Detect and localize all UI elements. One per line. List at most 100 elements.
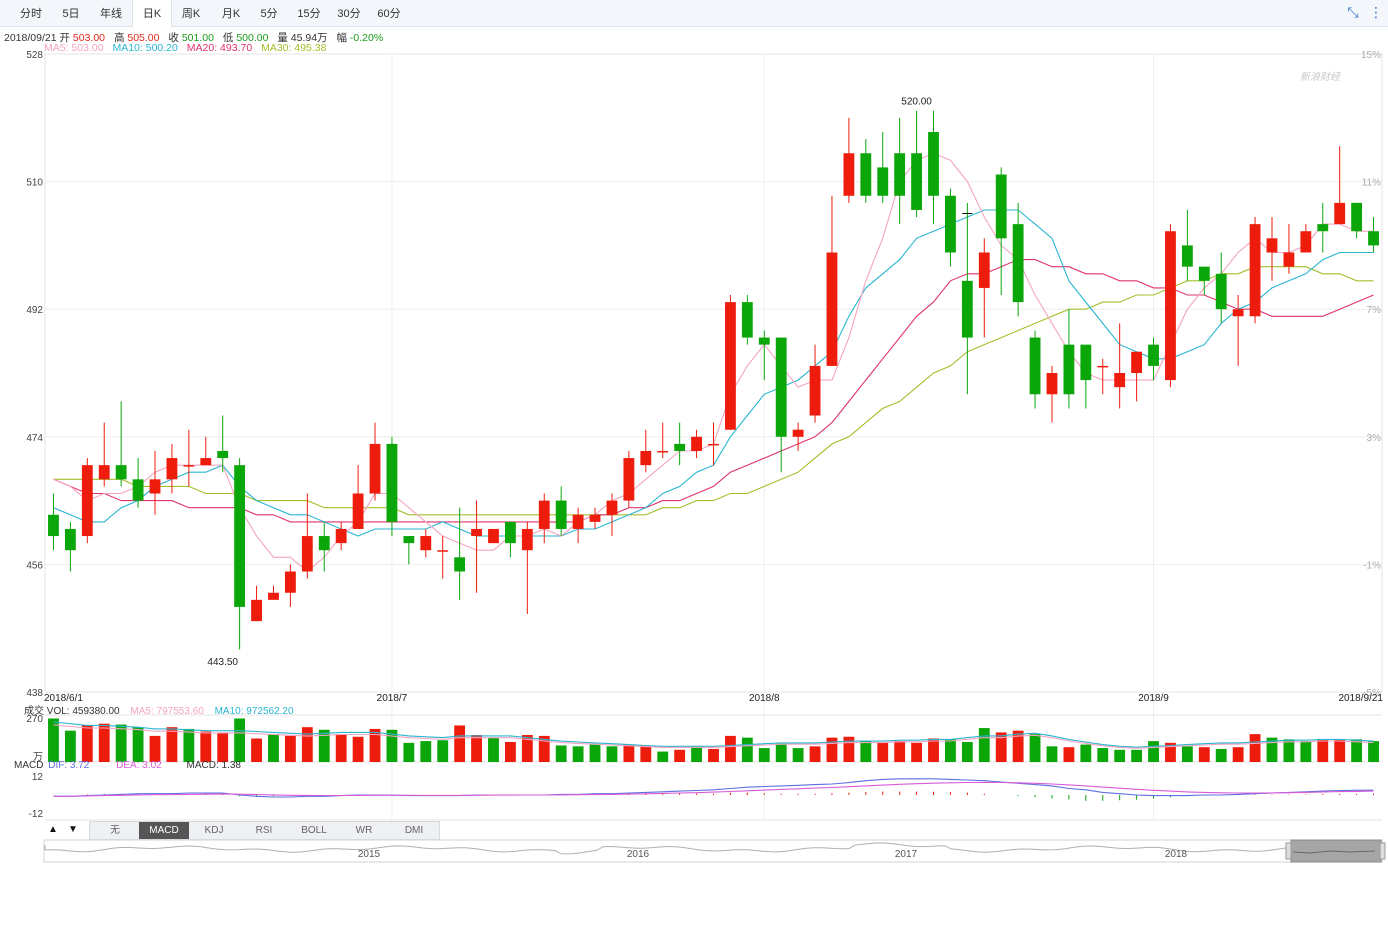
volume-ma5-line [53,724,1374,749]
volume-bar [928,738,939,762]
candle-body [1063,344,1075,395]
tab-6[interactable]: 5分 [260,8,278,20]
volume-bar [64,730,76,762]
candle-body [403,536,415,544]
min-price-label: 443.50 [207,657,238,668]
volume-bar [1114,749,1126,762]
volume-bar [318,729,330,762]
volume-ma5: MA5: 797553.60 [130,706,204,717]
x-tick-label: 2018/7 [377,693,408,704]
indicator-tab-0[interactable]: 无 [89,821,141,840]
indicator-tab-6[interactable]: DMI [389,821,440,840]
candle-body [725,302,736,430]
volume-ma10: MA10: 972562.20 [214,706,294,717]
ma20-legend: MA20: 493.70 [186,42,253,54]
macd-bottom-label: -12 [29,809,44,820]
candle-body [234,465,246,607]
volume-ma10-line [53,721,1374,748]
indicator-tab-1[interactable]: MACD [139,821,190,840]
volume-legend: 成交 VOL: 459380.00 MA5: 797553.60 MA10: 9… [24,702,294,717]
x-tick-label: 2018/6/1 [44,693,83,704]
candle-body [437,550,449,552]
volume-bar [792,748,804,762]
indicator-tab-2[interactable]: KDJ [189,821,240,840]
ma20-line [53,259,1374,523]
pct-tick-label: 7% [1367,305,1382,316]
candle-body [488,528,499,544]
candle-body [1283,252,1295,267]
ma30-line [53,266,1374,516]
tab-5[interactable]: 月K [221,8,241,20]
volume-bar [1181,746,1193,762]
volume-bar [284,735,296,762]
y-tick-label: 510 [26,178,43,189]
volume-bar [1046,746,1058,762]
open-label: 开 [59,32,70,44]
candle-body [268,592,279,600]
volume-bar [132,727,144,762]
tab-7[interactable]: 15分 [297,8,321,20]
tab-3[interactable]: 日K [132,0,172,27]
candle-body [826,252,838,366]
indicator-tab-3[interactable]: RSI [239,821,290,840]
volume-bar [1368,741,1379,762]
candle-body [149,479,161,494]
tab-4[interactable]: 周K [181,8,201,20]
tab-8[interactable]: 30分 [337,8,361,20]
watermark: 新浪财经 [1300,71,1341,83]
tab-2[interactable]: 年线 [100,8,122,20]
macd-legend: MACD DIF: 3.72 DEA: 3.02 MACD: 1.38 [14,760,241,771]
candle-body [115,465,127,480]
volume-bar [166,727,178,762]
candle-body [284,571,296,593]
volume-bar [98,723,110,762]
tab-0[interactable]: 分时 [20,8,42,20]
candle-body [1046,373,1058,395]
ma5-legend: MA5: 503.00 [44,42,104,54]
indicator-up-button[interactable]: ▲ [48,824,58,835]
volume-bar [1249,734,1261,762]
candle-body [200,458,212,466]
candle-body [1198,266,1210,281]
high-label: 高 [113,32,125,44]
candle-body [1368,231,1379,246]
ma30-legend: MA30: 495.38 [261,42,327,54]
candle-body [606,500,618,515]
price-frame [44,53,1383,693]
candle-body [1131,351,1143,373]
candle-body [1266,238,1278,253]
y-tick-label: 438 [26,688,43,699]
indicator-down-button[interactable]: ▼ [68,824,78,835]
volume-bar [1148,741,1159,762]
more-vertical-icon[interactable]: ⋮ [1369,4,1383,20]
volume-bar [1283,739,1295,762]
candle-body [691,436,702,451]
macd-dea: DEA: 3.02 [116,760,162,771]
candle-body [843,153,855,196]
volume-bar [911,742,923,762]
candle-body [132,479,144,501]
tab-1[interactable]: 5日 [62,8,80,20]
volume-bar [386,729,398,762]
indicator-tab-5[interactable]: WR [339,821,390,840]
candle-body [1165,231,1176,381]
compress-icon[interactable]: ⤡ [1347,4,1359,20]
indicator-tab-4[interactable]: BOLL [289,821,340,840]
candle-body [471,528,482,537]
volume-bar [860,741,872,762]
volume-bar [454,725,466,762]
volume-bar [1266,737,1278,762]
candle-body [894,153,906,196]
macd-dea-line [53,781,1374,797]
candle-body [454,557,466,572]
macd-dif-line [53,778,1374,798]
volume-bar [504,741,516,762]
candle-body [369,443,381,494]
candle-body [860,153,872,196]
y-tick-label: 528 [26,50,43,61]
volume-bar [369,728,381,762]
volume-bar [961,741,973,762]
volume-bar [657,751,669,762]
tab-9[interactable]: 60分 [377,8,401,20]
